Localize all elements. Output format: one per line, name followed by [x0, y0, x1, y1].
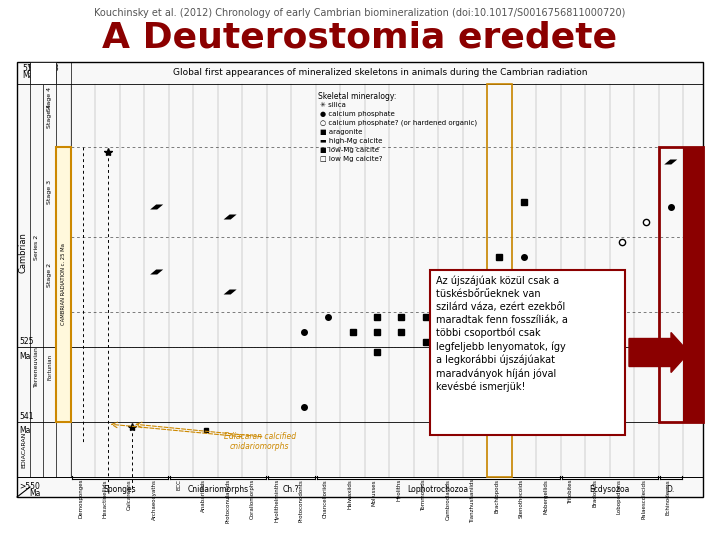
Text: Stage 3: Stage 3	[47, 180, 52, 204]
Bar	[56, 147, 71, 422]
Text: Ecdysozoa: Ecdysozoa	[590, 485, 630, 494]
Text: Chancelloriids: Chancelloriids	[323, 479, 328, 518]
Text: Mobergellids: Mobergellids	[544, 479, 549, 514]
Text: Bradoriids: Bradoriids	[593, 479, 598, 507]
Text: Demosponges: Demosponges	[78, 479, 84, 518]
Bar	[17, 62, 703, 497]
Text: Ediacaran calcified
cnidariomorphs: Ediacaran calcified cnidariomorphs	[223, 432, 296, 451]
Polygon shape	[224, 289, 237, 294]
Bar	[430, 270, 625, 435]
Text: Terreneuvian: Terreneuvian	[34, 347, 39, 387]
Text: ECC: ECC	[176, 479, 181, 490]
Text: ● calcium phosphate: ● calcium phosphate	[320, 111, 395, 117]
Text: ■ aragonite: ■ aragonite	[320, 129, 362, 135]
Text: 525: 525	[19, 337, 34, 346]
Bar	[30, 62, 56, 84]
Polygon shape	[150, 205, 163, 210]
Text: Lobopodians: Lobopodians	[617, 479, 622, 514]
Polygon shape	[224, 214, 237, 219]
Text: Cambroclavids: Cambroclavids	[446, 479, 451, 520]
Text: Az újszájúak közül csak a
tüskésbőrűeknek van
szilárd váza, ezért ezekből
maradt: Az újszájúak közül csak a tüskésbőrűekne…	[436, 276, 568, 392]
Text: Anabaritiids: Anabaritiids	[201, 479, 206, 512]
Text: Protoconodonts: Protoconodonts	[299, 479, 304, 522]
Text: Global first appearances of mineralized skeletons in animals during the Cambrian: Global first appearances of mineralized …	[173, 68, 588, 77]
Text: Trilobites: Trilobites	[568, 479, 573, 503]
Text: EDIACARAN: EDIACARAN	[21, 431, 26, 468]
Text: Ma: Ma	[19, 352, 30, 361]
Text: Stage 4: Stage 4	[47, 87, 52, 111]
Text: Echinoderms: Echinoderms	[666, 479, 671, 515]
Text: Stage 2: Stage 2	[47, 262, 52, 287]
Text: Halwaxiids: Halwaxiids	[348, 479, 353, 509]
Text: A Deuterostomia eredete: A Deuterostomia eredete	[102, 20, 618, 54]
Text: ○ calcium phosphate? (or hardened organic): ○ calcium phosphate? (or hardened organi…	[320, 120, 477, 126]
Text: Series 2: Series 2	[34, 234, 39, 260]
Text: Archaeocyaths: Archaeocyaths	[152, 479, 157, 520]
Bar	[683, 147, 703, 422]
Text: Ma: Ma	[19, 426, 30, 435]
Polygon shape	[150, 269, 163, 274]
Text: Series 3: Series 3	[27, 64, 58, 73]
Text: Lophotrochozoa: Lophotrochozoa	[408, 485, 469, 494]
Text: Hyolithelminths: Hyolithelminths	[274, 479, 279, 522]
Text: >550: >550	[19, 482, 40, 491]
Text: Mollusses: Mollusses	[372, 479, 377, 505]
Text: 541: 541	[19, 412, 34, 421]
Text: CAMBRIAN RADIATION c. 25 Ma: CAMBRIAN RADIATION c. 25 Ma	[61, 244, 66, 326]
Text: Cambrian: Cambrian	[19, 233, 28, 273]
Bar	[659, 147, 703, 422]
Text: Hexactinellids: Hexactinellids	[103, 479, 108, 517]
Text: □ low Mg calcite?: □ low Mg calcite?	[320, 156, 382, 162]
Bar	[487, 84, 512, 477]
Text: D.: D.	[667, 485, 675, 494]
Polygon shape	[665, 159, 678, 165]
Text: Tommotiids: Tommotiids	[421, 479, 426, 511]
Text: Hyoliths: Hyoliths	[397, 479, 402, 501]
Text: Tianzhushaniids: Tianzhushaniids	[470, 479, 475, 523]
Text: Stage 4: Stage 4	[47, 104, 52, 127]
Text: Calcareans: Calcareans	[127, 479, 132, 510]
Text: Palaescolecids: Palaescolecids	[642, 479, 647, 519]
Text: Kouchinsky et al. (2012) Chronology of early Cambrian biomineralization (doi:10.: Kouchinsky et al. (2012) Chronology of e…	[94, 8, 626, 18]
Text: Sponges: Sponges	[104, 485, 136, 494]
Text: Ch.?: Ch.?	[283, 485, 300, 494]
Text: Cnidariomorphs: Cnidariomorphs	[187, 485, 248, 494]
Text: ▬ high-Mg calcite: ▬ high-Mg calcite	[320, 138, 382, 144]
Text: Protoconulariids: Protoconulariids	[225, 479, 230, 523]
Text: 510: 510	[22, 64, 37, 73]
Text: Corallomorphs: Corallomorphs	[250, 479, 255, 519]
Text: Skeletal mineralogy:: Skeletal mineralogy:	[318, 92, 397, 101]
Text: ?: ?	[477, 344, 482, 353]
Text: ✳ silica: ✳ silica	[320, 102, 346, 108]
FancyArrow shape	[629, 333, 689, 373]
Text: Stenothecoids: Stenothecoids	[519, 479, 524, 518]
Text: Ma: Ma	[29, 489, 40, 498]
Text: Brachiopods: Brachiopods	[495, 479, 500, 513]
Text: Ma: Ma	[22, 71, 33, 80]
Text: Fortunian: Fortunian	[47, 354, 52, 380]
Text: ■ low-Mg calcite: ■ low-Mg calcite	[320, 147, 379, 153]
